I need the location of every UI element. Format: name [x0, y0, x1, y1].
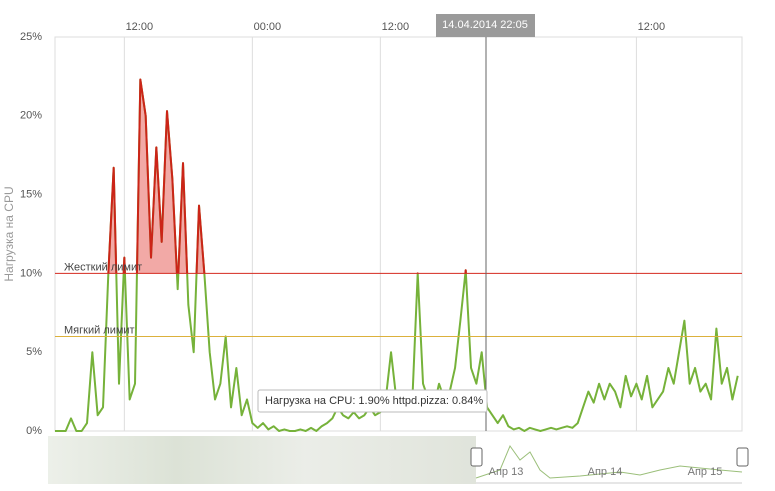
limit-label: Мягкий лимит [64, 324, 135, 336]
y-tick-label: 5% [26, 346, 42, 358]
cursor-label: 14.04.2014 22:05 [442, 19, 528, 31]
x-tick-label: 12:00 [126, 21, 154, 33]
navigator: Апр 13 Апр 14 Апр 15 [48, 436, 749, 484]
navigator-label: Апр 14 [588, 466, 623, 478]
tooltip: Нагрузка на CPU: 1.90% httpd.pizza: 0.84… [265, 395, 483, 407]
limit-label: Жесткий лимит [64, 261, 142, 273]
tooltip-box [257, 389, 488, 413]
y-tick-label: 15% [20, 189, 42, 201]
navigator-blurred [48, 436, 476, 484]
plot-frame [54, 36, 743, 432]
y-axis-title: Нагрузка на CPU [2, 186, 16, 281]
navigator-handle[interactable] [736, 447, 749, 467]
y-tick-label: 0% [26, 425, 42, 437]
over-limit-line [107, 78, 467, 274]
x-tick-label: 12:00 [382, 21, 410, 33]
navigator-label: Апр 15 [688, 466, 723, 478]
over-limit-area [108, 79, 466, 274]
navigator-sparkline [475, 444, 743, 479]
x-tick-label: 00:00 [254, 21, 282, 33]
y-tick-label: 25% [20, 31, 42, 43]
cursor-label-box [436, 14, 535, 37]
x-tick-label: 12:00 [638, 21, 666, 33]
y-tick-label: 10% [20, 267, 42, 279]
navigator-handle[interactable] [470, 447, 483, 467]
y-tick-label: 20% [20, 110, 42, 122]
navigator-label: Апр 13 [489, 466, 524, 478]
